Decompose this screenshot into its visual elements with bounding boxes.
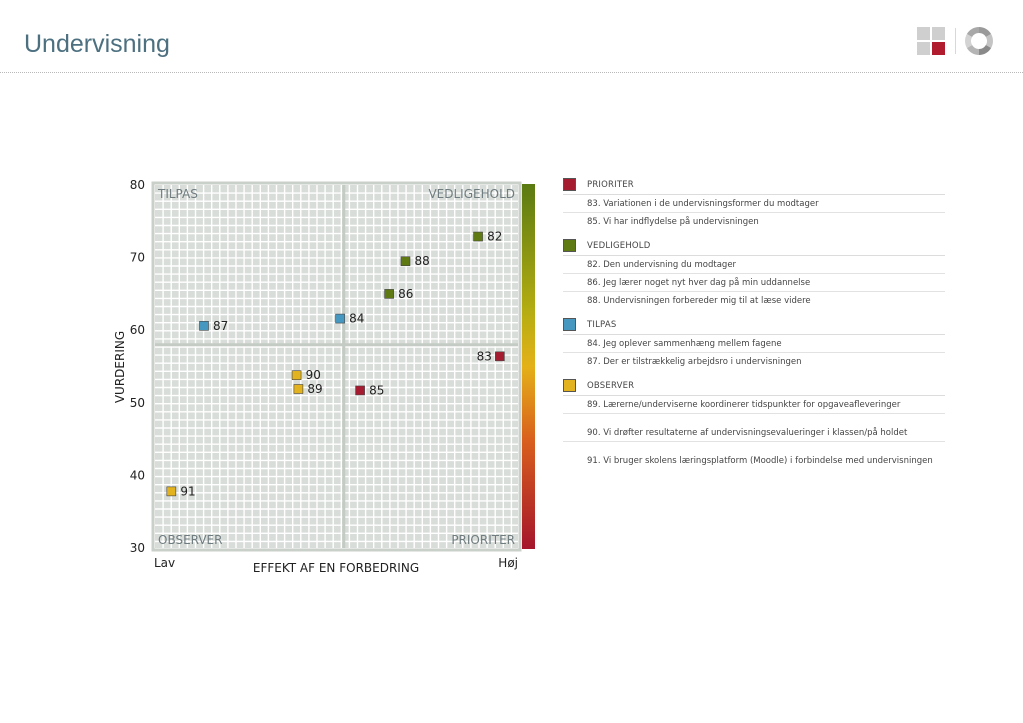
data-point-label: 82 [487, 230, 502, 244]
data-point-82 [473, 231, 483, 242]
data-point-87 [199, 321, 209, 331]
plot-background [155, 185, 518, 548]
legend-swatch-tilpas [563, 318, 576, 331]
legend-item: 89. Lærerne/underviserne koordinerer tid… [563, 396, 945, 414]
legend-item: 88. Undervisningen forbereder mig til at… [587, 296, 811, 306]
ring-logo-icon[interactable] [964, 26, 994, 56]
y-tick-label: 50 [130, 396, 145, 410]
legend-item: 86. Jeg lærer noget nyt hver dag på min … [563, 274, 945, 292]
y-tick-label: 40 [130, 468, 145, 482]
plot-border [151, 181, 522, 552]
data-point-label: 86 [398, 287, 413, 301]
x-axis-title: EFFEKT AF EN FORBEDRING [253, 561, 419, 575]
data-point-label: 88 [414, 254, 429, 268]
legend-group-tilpas: TILPAS 84. Jeg oplever sammenhæng mellem… [563, 318, 945, 370]
data-point-label: 85 [369, 383, 384, 397]
legend-group-observer: OBSERVER 89. Lærerne/underviserne koordi… [563, 379, 945, 469]
grid-logo-icon[interactable] [917, 27, 946, 56]
data-point-label: 84 [349, 312, 364, 326]
x-axis-low-label: Lav [154, 556, 175, 570]
logo-square-highlight [932, 42, 945, 55]
quadrant-label-observer: OBSERVER [158, 533, 222, 547]
legend-item: 82. Den undervisning du modtager [563, 256, 945, 274]
legend-group-title: TILPAS [587, 320, 617, 330]
legend-item: 90. Vi drøfter resultaterne af undervisn… [563, 424, 945, 442]
legend-group-vedligehold: VEDLIGEHOLD 82. Den undervisning du modt… [563, 239, 945, 309]
legend-group-prioriter: PRIORITER 83. Variationen i de undervisn… [563, 178, 945, 230]
quadrant-label-tilpas: TILPAS [157, 187, 198, 201]
legend-swatch-prioriter [563, 178, 576, 191]
y-tick-label: 30 [130, 541, 145, 555]
legend-item: 83. Variationen i de undervisningsformer… [563, 195, 945, 213]
data-point-83 [495, 351, 505, 362]
data-point-84 [335, 313, 345, 324]
x-axis-high-label: Høj [498, 556, 518, 570]
legend: PRIORITER 83. Variationen i de undervisn… [563, 178, 945, 478]
legend-item: 91. Vi bruger skolens læringsplatform (M… [587, 456, 933, 466]
legend-group-title: PRIORITER [587, 180, 634, 190]
data-point-label: 83 [477, 349, 492, 363]
logo-square [917, 42, 930, 55]
logo-square [917, 27, 930, 40]
data-point-86 [384, 289, 394, 299]
y-axis-title: VURDERING [113, 331, 127, 403]
legend-swatch-observer [563, 379, 576, 392]
y-tick-label: 70 [130, 251, 145, 265]
header-divider [0, 72, 1023, 73]
data-point-91 [166, 486, 177, 497]
data-point-label: 91 [180, 484, 195, 498]
quadrant-label-prioriter: PRIORITER [451, 533, 515, 547]
y-tick-label: 60 [130, 323, 145, 337]
color-scale-bar [522, 184, 535, 549]
data-point-90 [291, 370, 302, 381]
legend-item: 85. Vi har indflydelse på undervisningen [587, 217, 759, 227]
quadrant-label-vedligehold: VEDLIGEHOLD [428, 187, 515, 201]
data-point-88 [400, 256, 411, 267]
data-point-label: 90 [306, 368, 321, 382]
data-point-89 [293, 384, 304, 394]
data-point-label: 87 [213, 319, 228, 333]
logo-square [932, 27, 945, 40]
data-point-label: 89 [307, 382, 322, 396]
legend-swatch-vedligehold [563, 239, 576, 252]
legend-item: 84. Jeg oplever sammenhæng mellem fagene [563, 335, 945, 353]
legend-group-title: OBSERVER [587, 381, 635, 391]
legend-item: 87. Der er tilstrækkelig arbejdsro i und… [587, 357, 802, 367]
page-title: Undervisning [24, 30, 170, 58]
legend-group-title: VEDLIGEHOLD [587, 241, 651, 251]
logo-divider [955, 28, 956, 54]
data-point-85 [355, 385, 365, 396]
y-tick-label: 80 [130, 178, 145, 192]
